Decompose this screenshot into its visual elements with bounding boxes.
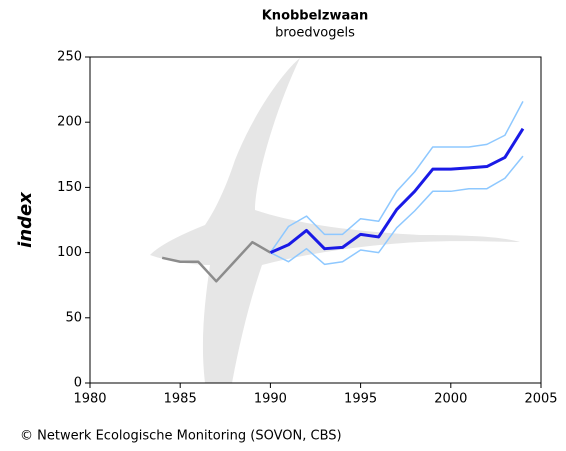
swan-silhouette: [150, 58, 520, 383]
source: © Netwerk Ecologische Monitoring (SOVON,…: [20, 429, 342, 444]
y-tick-label: 200: [57, 115, 82, 130]
x-tick-label: 1980: [73, 392, 106, 407]
y-tick-label: 0: [74, 376, 82, 391]
chart-subtitle: broedvogels: [275, 26, 355, 41]
plot-frame: [89, 56, 542, 384]
series-line: [269, 127, 525, 254]
y-axis-label: index: [15, 191, 36, 248]
y-tick-label: 50: [65, 310, 82, 325]
x-tick-label: 1995: [344, 392, 377, 407]
x-tick-label: 1985: [164, 392, 197, 407]
series-line: [269, 100, 524, 254]
y-tick-label: 100: [57, 245, 82, 260]
x-tick-label: 1990: [254, 392, 287, 407]
x-tick-label: 2005: [524, 392, 557, 407]
series-line: [270, 155, 524, 266]
x-tick-label: 2000: [434, 392, 467, 407]
series-line: [161, 240, 272, 283]
y-tick-label: 150: [57, 180, 82, 195]
chart-title: Knobbelzwaan: [262, 9, 369, 24]
y-tick-label: 250: [57, 50, 82, 65]
